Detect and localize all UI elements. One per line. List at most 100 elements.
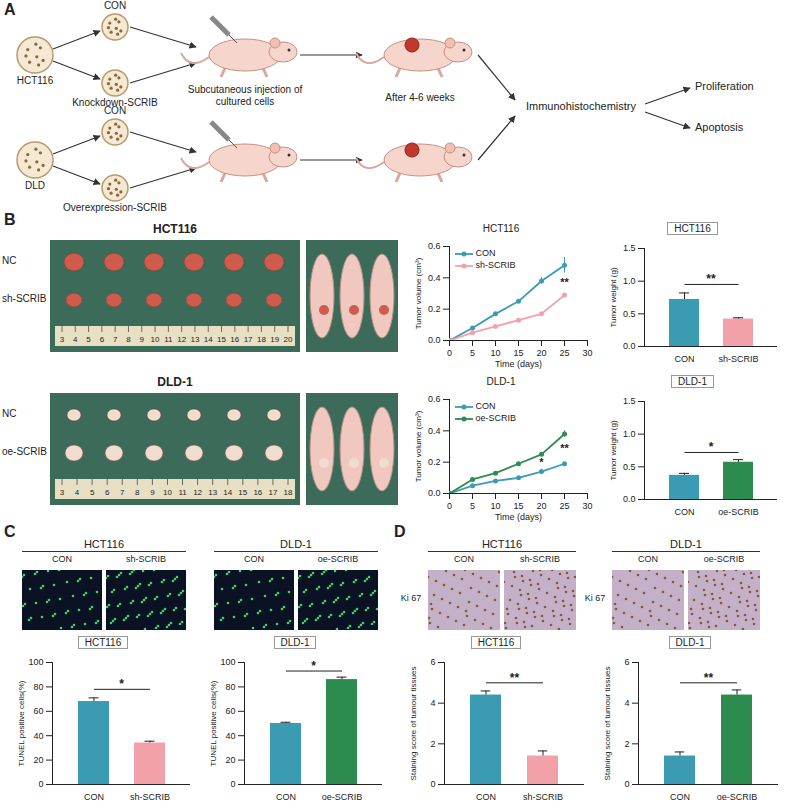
svg-text:0: 0 [447,501,452,511]
svg-text:0.2: 0.2 [428,457,441,467]
svg-text:**: ** [704,671,714,685]
svg-text:Time (days): Time (days) [495,512,542,522]
svg-text:10: 10 [490,501,500,511]
svg-text:2: 2 [430,739,435,749]
svg-text:6: 6 [430,657,435,667]
svg-text:30: 30 [582,348,592,358]
svg-text:Tumor weight (g): Tumor weight (g) [609,420,618,481]
svg-text:19: 19 [270,335,279,344]
svg-text:oe-SCRIB: oe-SCRIB [717,792,758,802]
svg-text:14: 14 [204,335,213,344]
svg-text:4: 4 [430,698,435,708]
svg-text:16: 16 [230,335,239,344]
svg-text:0.5: 0.5 [623,462,636,472]
svg-text:80: 80 [33,682,43,692]
svg-text:oe-SCRIB: oe-SCRIB [322,792,363,802]
svg-text:sh-SCRIB: sh-SCRIB [523,792,563,802]
svg-text:oe-SCRIB: oe-SCRIB [718,507,759,517]
svg-text:0.0: 0.0 [623,341,636,351]
svg-text:Tumor weight (g): Tumor weight (g) [609,267,618,328]
svg-text:5: 5 [470,501,475,511]
svg-text:6: 6 [100,335,105,344]
svg-text:0: 0 [430,779,435,789]
svg-text:0: 0 [624,779,629,789]
svg-text:7: 7 [120,488,125,497]
svg-text:60: 60 [33,706,43,716]
svg-text:**: ** [560,442,569,454]
svg-text:12: 12 [177,335,186,344]
svg-text:4: 4 [75,488,80,497]
svg-text:15: 15 [513,501,523,511]
svg-text:15: 15 [238,488,247,497]
svg-text:20: 20 [225,755,235,765]
svg-text:15: 15 [513,348,523,358]
svg-text:40: 40 [225,731,235,741]
svg-text:17: 17 [268,488,277,497]
svg-text:20: 20 [536,501,546,511]
svg-text:10: 10 [490,348,500,358]
svg-text:0.0: 0.0 [428,335,441,345]
svg-text:0.6: 0.6 [428,394,441,404]
svg-text:1.0: 1.0 [623,276,636,286]
svg-text:10: 10 [163,488,172,497]
svg-text:Time (days): Time (days) [495,359,542,369]
svg-text:30: 30 [582,501,592,511]
svg-text:18: 18 [257,335,266,344]
svg-text:4: 4 [73,335,78,344]
svg-text:13: 13 [208,488,217,497]
svg-text:8: 8 [126,335,131,344]
svg-text:5: 5 [470,348,475,358]
svg-text:Staining score of tumour tissu: Staining score of tumour tissues [603,667,612,781]
svg-text:11: 11 [164,335,173,344]
svg-text:100: 100 [28,657,43,667]
svg-text:1.0: 1.0 [623,429,636,439]
svg-text:Tumor volume (cm³): Tumor volume (cm³) [414,410,423,482]
svg-text:20: 20 [536,348,546,358]
svg-text:9: 9 [150,488,155,497]
svg-text:0.0: 0.0 [623,494,636,504]
svg-text:13: 13 [190,335,199,344]
svg-text:25: 25 [559,501,569,511]
svg-text:sh-SCRIB: sh-SCRIB [718,354,758,364]
svg-text:17: 17 [244,335,253,344]
svg-text:40: 40 [33,731,43,741]
svg-text:0.4: 0.4 [428,273,441,283]
svg-text:20: 20 [284,335,293,344]
svg-text:**: ** [560,276,569,288]
svg-text:0: 0 [230,779,235,789]
svg-text:60: 60 [225,706,235,716]
svg-text:14: 14 [223,488,232,497]
svg-text:10: 10 [151,335,160,344]
svg-text:sh-SCRIB: sh-SCRIB [130,792,170,802]
svg-text:18: 18 [284,488,293,497]
svg-text:12: 12 [193,488,202,497]
svg-text:80: 80 [225,682,235,692]
svg-text:9: 9 [140,335,145,344]
svg-text:Staining score of tumour tissu: Staining score of tumour tissues [409,667,418,781]
svg-text:100: 100 [220,657,235,667]
svg-text:8: 8 [135,488,140,497]
svg-text:CON: CON [276,792,296,802]
svg-text:20: 20 [33,755,43,765]
svg-text:CON: CON [670,792,690,802]
svg-text:CON: CON [84,792,104,802]
svg-text:6: 6 [624,657,629,667]
svg-text:CON: CON [675,507,695,517]
svg-text:0.5: 0.5 [623,309,636,319]
svg-text:CON: CON [675,354,695,364]
svg-text:15: 15 [217,335,226,344]
svg-text:CON: CON [476,792,496,802]
svg-text:0.2: 0.2 [428,304,441,314]
svg-text:Tumor volume (cm³): Tumor volume (cm³) [414,257,423,329]
svg-text:0.0: 0.0 [428,488,441,498]
svg-text:25: 25 [559,348,569,358]
svg-text:*: * [709,440,714,454]
svg-text:0: 0 [38,779,43,789]
svg-text:2: 2 [624,739,629,749]
svg-text:7: 7 [113,335,118,344]
svg-text:1.5: 1.5 [623,243,636,253]
svg-text:TUNEL positive cells(%): TUNEL positive cells(%) [209,680,218,766]
svg-text:5: 5 [90,488,95,497]
svg-text:3: 3 [60,335,65,344]
svg-text:*: * [311,659,316,673]
